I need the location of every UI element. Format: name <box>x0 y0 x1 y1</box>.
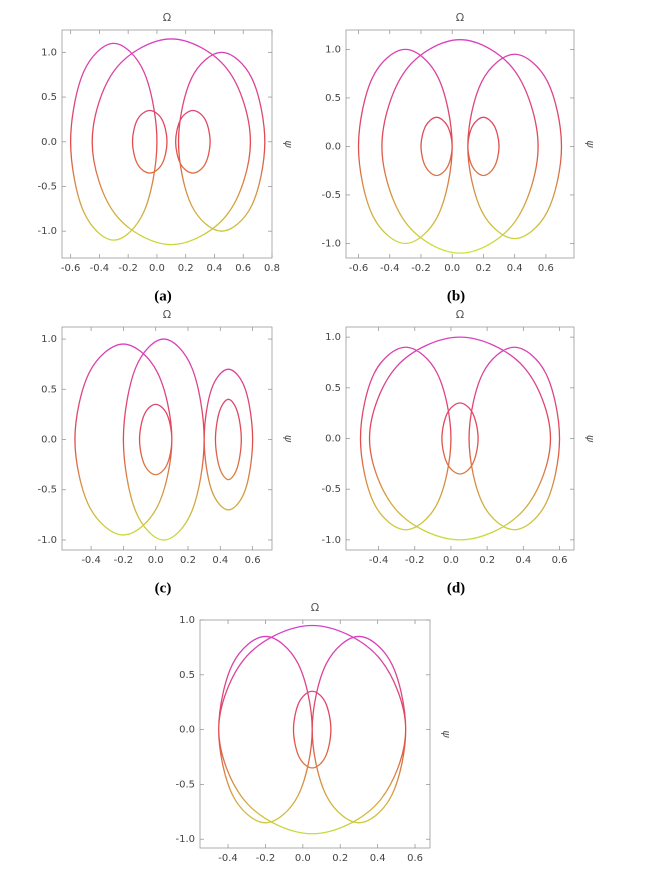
x-tick-label: 0.2 <box>180 555 196 566</box>
plot-frame <box>61 326 273 551</box>
x-tick-label: 0.2 <box>475 263 491 274</box>
x-tick-label: 0.6 <box>245 555 261 566</box>
x-tick-label: 0.6 <box>235 263 251 274</box>
x-tick-label: -0.2 <box>411 263 431 274</box>
x-tick-label: 0.0 <box>295 853 311 864</box>
x-tick-label: 0.6 <box>407 853 423 864</box>
plot-frame <box>345 326 575 551</box>
y-tick-label: -0.5 <box>37 485 57 496</box>
panel-caption: (d) <box>447 580 465 596</box>
panel-title: Ω <box>163 11 171 24</box>
y-axis-label: ψ <box>282 140 295 148</box>
y-tick-label: 0.5 <box>179 670 195 681</box>
x-tick-label: 0.6 <box>552 555 568 566</box>
y-axis-label: ψ <box>584 435 597 443</box>
x-tick-label: 0.6 <box>538 263 554 274</box>
trajectory <box>69 38 266 246</box>
y-tick-label: 0.0 <box>179 725 195 736</box>
trajectory <box>74 338 254 541</box>
y-tick-label: 0.0 <box>41 435 57 446</box>
x-tick-label: -0.2 <box>118 263 138 274</box>
x-tick-label: 0.2 <box>479 555 495 566</box>
y-tick-label: 1.0 <box>325 332 341 343</box>
trajectory <box>357 39 563 254</box>
x-tick-label: -0.2 <box>256 853 276 864</box>
y-tick-label: 0.5 <box>41 92 57 103</box>
plot-frame <box>345 29 575 259</box>
x-tick-label: 0.8 <box>264 263 280 274</box>
y-tick-label: 1.0 <box>325 44 341 55</box>
y-axis-label: ψ <box>440 730 453 738</box>
x-tick-label: -0.2 <box>405 555 425 566</box>
x-tick-label: 0.0 <box>443 555 459 566</box>
x-tick-label: 0.4 <box>515 555 531 566</box>
x-tick-label: -0.2 <box>114 555 134 566</box>
y-tick-label: 0.0 <box>325 141 341 152</box>
plot-frame <box>199 619 431 849</box>
x-tick-label: 0.4 <box>507 263 523 274</box>
y-tick-label: 0.5 <box>325 93 341 104</box>
panel-caption: (a) <box>154 288 172 304</box>
y-tick-label: 1.0 <box>41 334 57 345</box>
y-tick-label: -1.0 <box>37 535 57 546</box>
panel-title: Ω <box>456 308 464 321</box>
y-tick-label: 0.5 <box>325 383 341 394</box>
x-tick-label: 0.2 <box>178 263 194 274</box>
x-tick-label: 0.4 <box>207 263 223 274</box>
panel-caption: (b) <box>447 288 465 304</box>
y-tick-label: 1.0 <box>179 615 195 626</box>
y-tick-label: -1.0 <box>175 834 195 845</box>
x-tick-label: -0.6 <box>349 263 369 274</box>
y-tick-label: -0.5 <box>175 779 195 790</box>
x-tick-label: 0.0 <box>148 555 164 566</box>
y-tick-label: 0.0 <box>325 434 341 445</box>
panel-title: Ω <box>311 601 319 614</box>
x-tick-label: 0.2 <box>332 853 348 864</box>
y-tick-label: -0.5 <box>321 190 341 201</box>
trajectory <box>218 624 407 835</box>
x-tick-label: -0.4 <box>380 263 400 274</box>
y-tick-label: -0.5 <box>37 181 57 192</box>
x-tick-label: 0.4 <box>212 555 228 566</box>
x-tick-label: 0.0 <box>149 263 165 274</box>
y-tick-label: -1.0 <box>37 226 57 237</box>
panel-caption: (c) <box>155 580 172 596</box>
y-tick-label: -1.0 <box>321 535 341 546</box>
y-axis-label: ψ <box>282 435 295 443</box>
trajectory <box>359 336 561 541</box>
panel-title: Ω <box>456 11 464 24</box>
plot-frame <box>61 29 273 259</box>
y-axis-label: ψ <box>584 140 597 148</box>
x-tick-label: 0.0 <box>444 263 460 274</box>
x-tick-label: -0.4 <box>218 853 238 864</box>
y-tick-label: 0.0 <box>41 137 57 148</box>
y-tick-label: -0.5 <box>321 484 341 495</box>
x-tick-label: -0.4 <box>369 555 389 566</box>
x-tick-label: -0.4 <box>81 555 101 566</box>
x-tick-label: 0.4 <box>370 853 386 864</box>
panel-title: Ω <box>163 308 171 321</box>
y-tick-label: 1.0 <box>41 47 57 58</box>
x-tick-label: -0.6 <box>61 263 81 274</box>
y-tick-label: -1.0 <box>321 238 341 249</box>
x-tick-label: -0.4 <box>90 263 110 274</box>
y-tick-label: 0.5 <box>41 384 57 395</box>
